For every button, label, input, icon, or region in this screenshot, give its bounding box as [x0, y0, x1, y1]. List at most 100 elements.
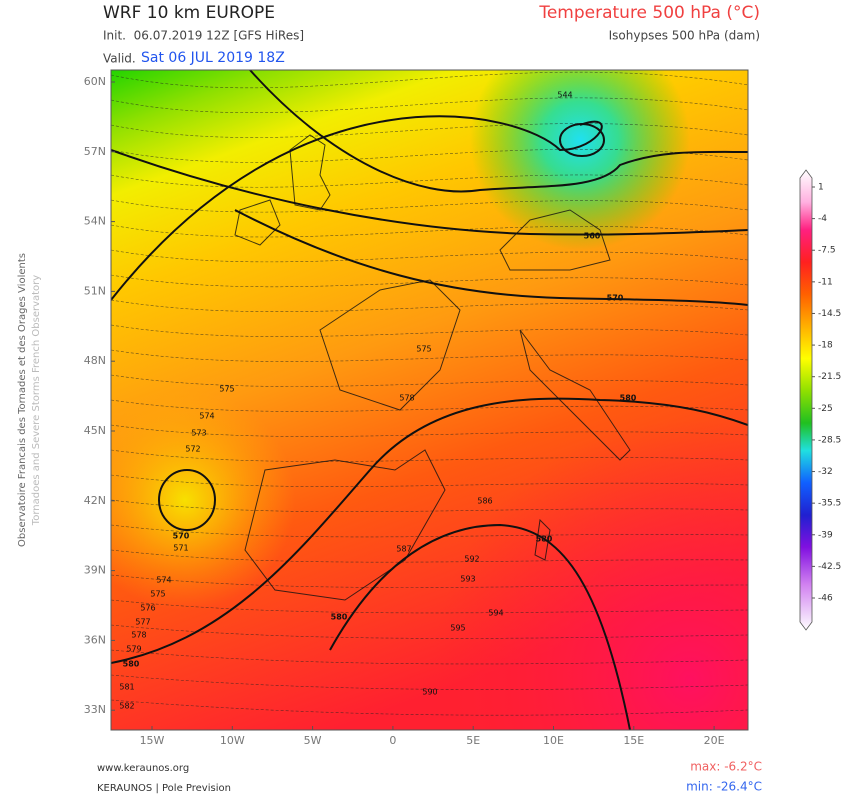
lat-label: 48N [84, 354, 106, 367]
side-text: Observatoire Francais des Tornades et de… [17, 253, 28, 547]
product: Temperature 500 hPa (°C) [538, 3, 760, 23]
colorbar-label: -46 [818, 594, 833, 604]
contour-label: 582 [119, 702, 134, 711]
isotherm [111, 97, 748, 113]
contour-label: 587 [396, 545, 411, 554]
lat-label: 51N [84, 284, 106, 297]
min: min: -26.4°C [686, 780, 762, 794]
isotherm [111, 123, 748, 138]
valid-label: Valid. [103, 52, 136, 66]
title: WRF 10 km EUROPE [103, 3, 275, 23]
isotherm [111, 71, 748, 89]
isotherm [111, 148, 748, 163]
contour-label: 595 [450, 624, 465, 633]
contour-label: 579 [126, 645, 141, 654]
contour-label: 575 [219, 385, 234, 394]
isotherm [111, 449, 748, 462]
contour-label: 581 [119, 683, 134, 692]
colorbar-label: -35.5 [818, 499, 841, 509]
colorbar [799, 169, 813, 631]
lat-label: 60N [84, 75, 106, 88]
lat-label: 54N [84, 215, 106, 228]
map: 570 571 572 573 574 575 574 575 576 577 578 579 580 5… [111, 70, 748, 730]
colorbar-label: -7.5 [818, 246, 836, 256]
lat-label: 36N [84, 633, 106, 646]
isotherm [111, 424, 748, 437]
contour-label: 544 [557, 91, 572, 100]
contour-label: 580 [620, 394, 637, 403]
colorbar-label: 1 [818, 183, 824, 193]
isotherm [111, 374, 748, 387]
contour-label: 577 [135, 618, 150, 627]
contour-label: 570 [173, 532, 190, 541]
isotherm [111, 499, 748, 513]
lon-label: 15W [140, 734, 165, 747]
lon-label: 10E [543, 734, 564, 747]
isotherm [111, 624, 748, 639]
contour-label: 575 [150, 590, 165, 599]
lat-label: 57N [84, 145, 106, 158]
colorbar-label: -28.5 [818, 435, 841, 445]
lat-label: 42N [84, 494, 106, 507]
colorbar-label: -42.5 [818, 562, 841, 572]
subtitle: Isohypses 500 hPa (dam) [609, 29, 760, 43]
colorbar-label: -25 [818, 404, 833, 414]
isotherm [111, 249, 748, 263]
isotherm [111, 299, 748, 312]
isotherm [111, 699, 748, 716]
colorbar-label: -18 [818, 341, 833, 351]
side-text: Tornadoes and Severe Storms French Obser… [31, 275, 42, 526]
contour-label: 576 [140, 604, 155, 613]
contour-label: 575 [416, 345, 431, 354]
isotherm [111, 199, 748, 213]
contour-label: 580 [536, 535, 553, 544]
isotherm [111, 474, 748, 487]
contour-label: 574 [156, 576, 171, 585]
contour-label: 586 [477, 497, 492, 506]
contour-label: 572 [185, 445, 200, 454]
map-frame [110, 69, 749, 731]
isotherm [111, 324, 748, 337]
lon-label: 5W [304, 734, 322, 747]
isotherm [111, 349, 748, 362]
isotherm [111, 599, 748, 614]
lat-label: 39N [84, 564, 106, 577]
lon-label: 5E [466, 734, 480, 747]
contour-label: 592 [464, 555, 479, 564]
contour-label: 580 [331, 613, 348, 622]
valid: Sat 06 JUL 2019 18Z [141, 50, 285, 66]
contour-label: 560 [584, 232, 601, 241]
isotherm [111, 524, 748, 538]
isotherm [111, 649, 748, 665]
contour-label: 571 [173, 544, 188, 553]
lon-label: 20E [704, 734, 725, 747]
isotherm [111, 574, 748, 588]
lat-label: 33N [84, 703, 106, 716]
colorbar-label: -32 [818, 467, 833, 477]
lat-label: 45N [84, 424, 106, 437]
colorbar-label: -4 [818, 214, 827, 224]
contour-label: 578 [399, 394, 414, 403]
contour-label: 578 [131, 631, 146, 640]
website: www.keraunos.org [97, 763, 189, 774]
colorbar-label: -14.5 [818, 309, 841, 319]
contour-label: 570 [607, 294, 624, 303]
init: Init. 06.07.2019 12Z [GFS HiRes] [103, 29, 304, 43]
colorbar-label: -21.5 [818, 372, 841, 382]
contour-label: 573 [191, 429, 206, 438]
isotherm [111, 224, 748, 238]
max: max: -6.2°C [690, 760, 762, 774]
lon-label: 0 [389, 734, 396, 747]
lon-label: 15E [623, 734, 644, 747]
colorbar-label: -39 [818, 530, 833, 540]
contour-label: 594 [488, 609, 503, 618]
contour-label: 574 [199, 412, 214, 421]
isotherm [111, 399, 748, 412]
contour-label: 593 [460, 575, 475, 584]
isotherm [111, 674, 748, 690]
credit: KERAUNOS | Pole Prevision [97, 783, 231, 794]
colorbar-label: -11 [818, 277, 833, 287]
isotherm [111, 549, 748, 563]
isotherm [111, 274, 748, 288]
